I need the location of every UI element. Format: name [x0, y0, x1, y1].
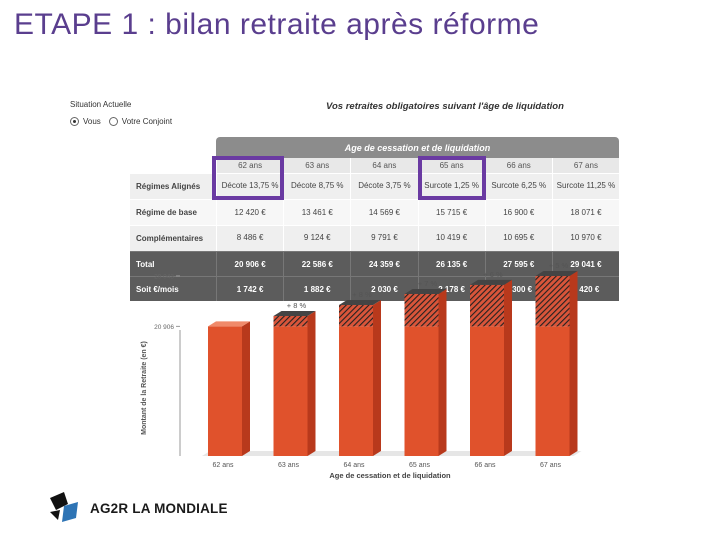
- increase-label: + 5 %: [549, 261, 569, 270]
- radio-vous[interactable]: [70, 117, 79, 126]
- increase-label: + 8 %: [287, 301, 307, 310]
- table-cell: Décote 13,75 %: [216, 174, 283, 199]
- x-tick-label: 66 ans: [474, 462, 496, 469]
- bar-side: [504, 279, 512, 456]
- row-label: Régime de base: [136, 208, 197, 217]
- bar: [404, 326, 439, 456]
- highlight-65-ans: [418, 156, 486, 200]
- increase-label: + 6 %: [483, 270, 503, 279]
- table-cell: 27 595 €: [484, 252, 552, 276]
- chart-floor: [202, 451, 582, 456]
- situation-selector: Situation Actuelle Vous Votre Conjoint: [70, 100, 172, 126]
- table-cell: 15 715 €: [417, 200, 485, 225]
- bar-side: [438, 288, 447, 456]
- bar-side: [242, 321, 250, 456]
- table-cell: 10 419 €: [417, 226, 485, 251]
- bar-gain: [273, 315, 308, 327]
- bar: [273, 326, 308, 456]
- x-tick-label: 63 ans: [278, 462, 300, 469]
- row-label: Total: [136, 259, 155, 269]
- y-tick-label: 29 043: [154, 273, 174, 280]
- bar-gain: [339, 304, 373, 327]
- bar-top: [339, 299, 381, 305]
- table-cell: 29 041 €: [551, 252, 619, 276]
- bar-top: [208, 321, 250, 327]
- x-tick-label: 62 ans: [212, 462, 234, 469]
- table-cell: 18 071 €: [551, 200, 619, 225]
- table-cell: 9 791 €: [350, 226, 417, 251]
- table-cell: Surcote 11,25 %: [551, 174, 619, 199]
- table-cell: 1 882 €: [283, 277, 350, 301]
- table-header: Age de cessation et de liquidation: [216, 137, 619, 158]
- table-cell: 13 461 €: [283, 200, 350, 225]
- age-cell[interactable]: 62 ans: [217, 158, 284, 173]
- ages-row: 62 ans 63 ans 64 ans 65 ans 66 ans 67 an…: [130, 158, 620, 173]
- table-cell: 1 742 €: [216, 277, 283, 301]
- age-cell[interactable]: 67 ans: [552, 158, 620, 173]
- y-tick-label: 20 906: [154, 324, 174, 331]
- table-cell: 26 135 €: [417, 252, 485, 276]
- table-row: Régime de base 12 420 € 13 461 € 14 569 …: [130, 199, 619, 225]
- age-cell[interactable]: 63 ans: [284, 158, 351, 173]
- x-tick-label: 67 ans: [540, 462, 562, 469]
- table-row: Complémentaires 8 486 € 9 124 € 9 791 € …: [130, 225, 619, 251]
- bar-side: [569, 270, 578, 456]
- increase-label: + 7 %: [418, 279, 438, 288]
- table-cell: 12 420 €: [216, 200, 283, 225]
- table-cell: 24 359 €: [350, 252, 417, 276]
- bar-gain: [470, 284, 504, 327]
- ag2r-logo-icon: [50, 492, 78, 522]
- situation-label: Situation Actuelle: [70, 100, 132, 109]
- x-tick-label: 64 ans: [343, 462, 365, 469]
- table-cell: 10 970 €: [551, 226, 619, 251]
- slide-title: ETAPE 1 : bilan retraite après réforme: [14, 8, 540, 41]
- y-axis-label: Montant de la Retraite (en €): [141, 341, 148, 435]
- radio-conjoint[interactable]: [108, 117, 118, 126]
- age-cell[interactable]: 65 ans: [418, 158, 485, 173]
- bar-side: [373, 299, 381, 456]
- row-label: Soit €/mois: [136, 284, 179, 294]
- bar-top: [535, 270, 578, 276]
- table-cell: 10 695 €: [484, 226, 552, 251]
- bar-top: [273, 310, 316, 316]
- bar-side: [307, 310, 316, 456]
- table-cell: 2 030 €: [350, 277, 417, 301]
- bar-gain: [404, 293, 439, 327]
- table-row-total: Total 20 906 € 22 586 € 24 359 € 26 135 …: [130, 251, 619, 276]
- increase-label: + 8 %: [352, 290, 372, 299]
- highlight-62-ans: [212, 156, 284, 200]
- bar-top: [470, 279, 512, 285]
- retirement-table: Age de cessation et de liquidation 62 an…: [130, 137, 620, 301]
- row-label: Régimes Alignés: [136, 182, 201, 191]
- ag2r-logo-text: AG2R LA MONDIALE: [90, 500, 228, 516]
- bar-gain: [535, 275, 570, 327]
- bar: [535, 326, 570, 456]
- bar: [208, 326, 242, 456]
- table-cell: 8 486 €: [216, 226, 283, 251]
- radio-conjoint-label: Votre Conjoint: [121, 117, 173, 126]
- bar: [339, 326, 373, 456]
- table-cell: 22 586 €: [283, 252, 350, 276]
- table-title: Vos retraites obligatoires suivant l'âge…: [326, 101, 564, 112]
- row-label: Complémentaires: [136, 234, 204, 243]
- table-cell: Décote 3,75 %: [350, 174, 417, 199]
- bar-top: [404, 288, 447, 294]
- age-cell[interactable]: 64 ans: [351, 158, 418, 173]
- bar: [470, 326, 504, 456]
- age-cell[interactable]: 66 ans: [485, 158, 552, 173]
- table-cell: 9 124 €: [283, 226, 350, 251]
- radio-vous-label: Vous: [83, 117, 101, 126]
- table-cell: 14 569 €: [350, 200, 417, 225]
- x-axis-label: Age de cessation et de liquidation: [329, 471, 451, 480]
- x-tick-label: 65 ans: [409, 462, 431, 469]
- table-row: Régimes Alignés Décote 13,75 % Décote 8,…: [130, 173, 619, 199]
- table-cell: 20 906 €: [216, 252, 283, 276]
- ag2r-logo: AG2R LA MONDIALE: [46, 490, 228, 526]
- table-cell: 16 900 €: [484, 200, 552, 225]
